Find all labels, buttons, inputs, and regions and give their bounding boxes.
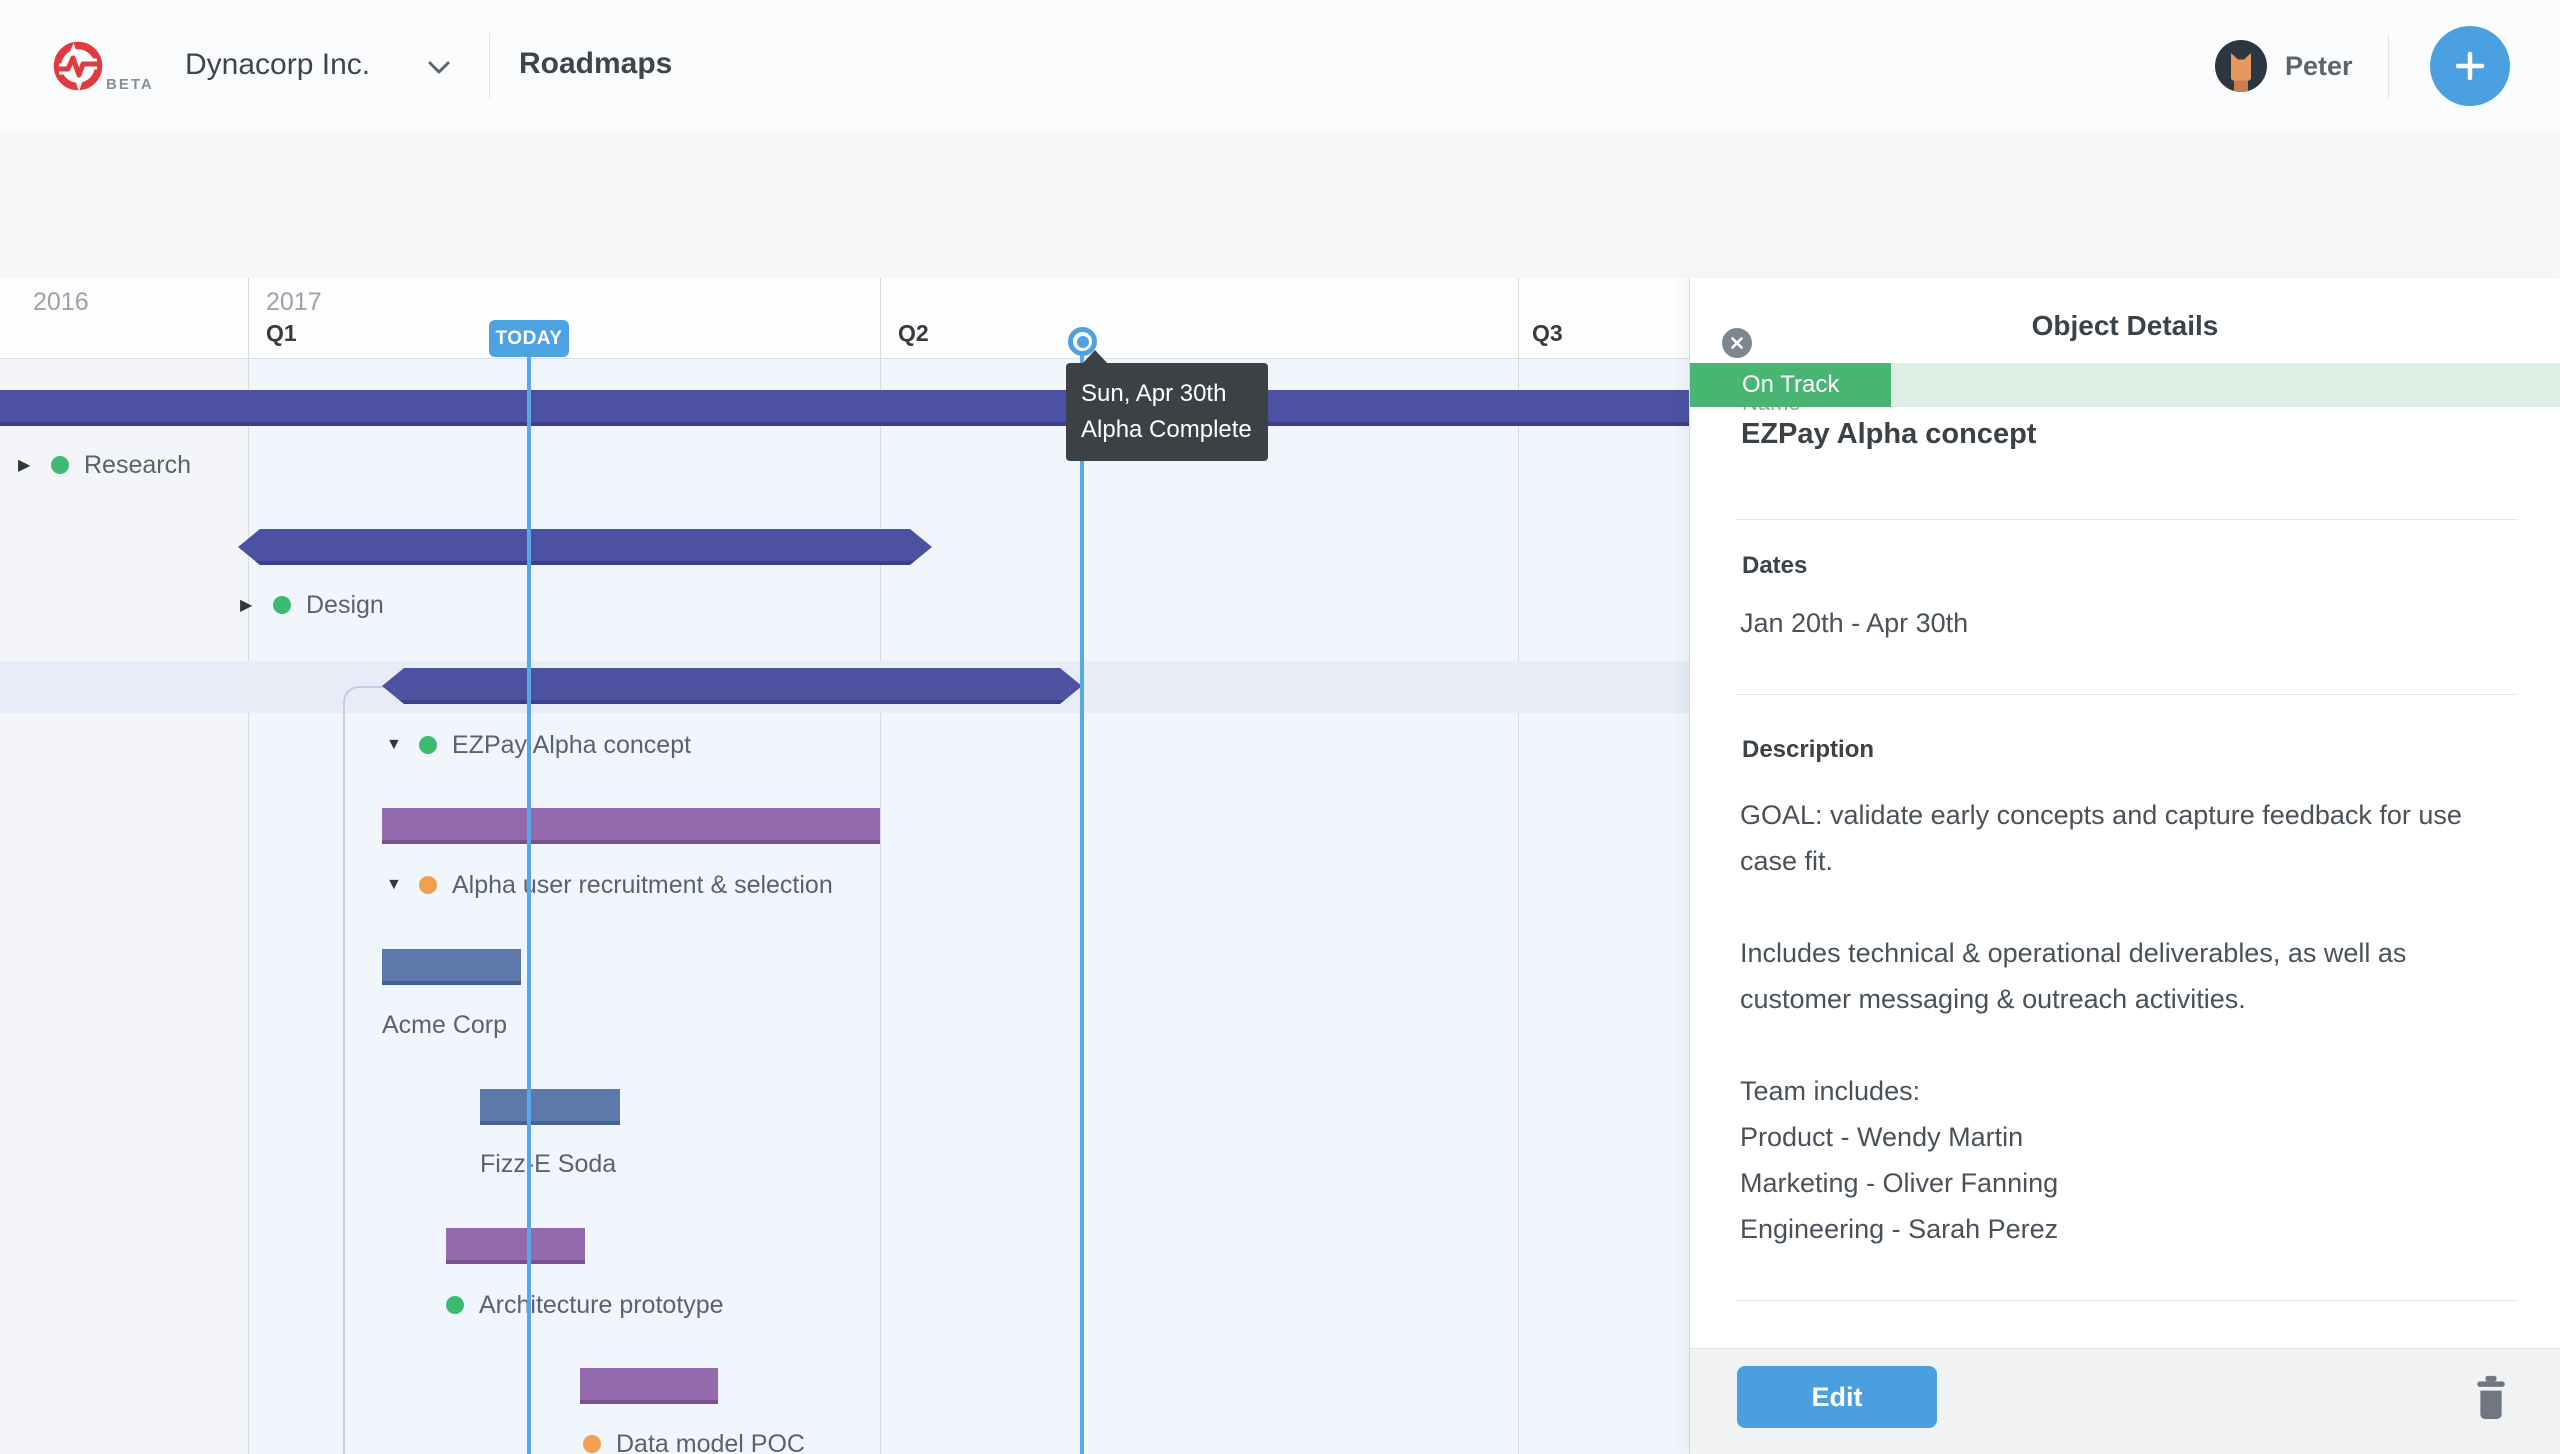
panel-divider [1736, 694, 2518, 695]
gantt-chart: 2016 2017 Q1 Q2 Q3 ▶ Research ▶ Design ▼ [0, 278, 1689, 1454]
row-label-text: EZPay Alpha concept [452, 730, 692, 759]
tree-indent-guide [343, 686, 385, 1454]
gridline-q2 [880, 278, 881, 1454]
row-label-text: Fizz-E Soda [480, 1149, 617, 1178]
team-member: Engineering - Sarah Perez [1740, 1214, 2059, 1244]
milestone-dot-icon [1076, 335, 1089, 348]
status-dot-orange-icon [583, 1435, 601, 1453]
row-label-text: Research [84, 450, 191, 479]
panel-divider [1736, 1300, 2518, 1301]
row-label-text: Alpha user recruitment & selection [452, 870, 833, 899]
team-member: Marketing - Oliver Fanning [1740, 1168, 2059, 1198]
tooltip-date: Sun, Apr 30th [1081, 380, 1227, 407]
status-dot-orange-icon [419, 876, 437, 894]
year-label-2016: 2016 [33, 288, 89, 316]
app-bar: BETA Dynacorp Inc. Roadmaps Peter [0, 0, 2560, 132]
status-dot-green-icon [419, 736, 437, 754]
panel-title: Object Details [2031, 310, 2219, 341]
panel-divider [1736, 519, 2518, 520]
gridline-q3 [1518, 278, 1519, 1454]
pre-2017-region [0, 359, 248, 1454]
row-label-architecture-prototype[interactable]: Architecture prototype [446, 1290, 724, 1320]
row-label-text: Architecture prototype [479, 1290, 724, 1319]
gantt-bar-fizz-e-soda[interactable] [480, 1089, 620, 1125]
beta-tag: BETA [106, 76, 154, 93]
gantt-bar-design[interactable] [238, 529, 932, 565]
status-badge: On Track [1690, 363, 1891, 407]
header-divider [489, 33, 490, 99]
tooltip-title: Alpha Complete [1081, 416, 1252, 443]
panel-footer: Edit [1690, 1348, 2560, 1454]
app-logo-icon [53, 41, 103, 92]
object-details-panel: Object Details On Track Name EZPay Alpha… [1689, 278, 2560, 1454]
year-label-2017: 2017 [266, 288, 322, 316]
gantt-bar-architecture-prototype[interactable] [446, 1228, 585, 1264]
user-name[interactable]: Peter [2285, 51, 2353, 81]
row-label-text: Acme Corp [382, 1010, 508, 1039]
company-switcher[interactable]: Dynacorp Inc. [185, 48, 371, 81]
row-label-data-model-poc[interactable]: Data model POC [583, 1429, 805, 1454]
today-line [527, 355, 531, 1454]
delete-trash-icon[interactable] [2469, 1373, 2513, 1421]
close-icon [1731, 337, 1743, 349]
row-label-design[interactable]: ▶ Design [240, 590, 384, 620]
status-dot-green-icon [273, 596, 291, 614]
row-label-text: Data model POC [616, 1429, 805, 1454]
row-label-alpha-user-recruitment[interactable]: ▼ Alpha user recruitment & selection [386, 870, 833, 900]
status-dot-green-icon [446, 1296, 464, 1314]
page-title-strip: EZPay App - 2017 Roadmap [0, 131, 2560, 371]
row-label-text: Design [306, 590, 384, 619]
nav-roadmaps[interactable]: Roadmaps [519, 47, 673, 80]
quarter-label-q3: Q3 [1532, 320, 1563, 346]
plus-icon [2455, 51, 2485, 81]
description-goal: GOAL: validate early concepts and captur… [1740, 800, 2462, 876]
description-label: Description [1742, 736, 1875, 763]
dates-value: Jan 20th - Apr 30th [1740, 608, 1969, 638]
row-label-acme-corp[interactable]: Acme Corp [382, 1010, 507, 1040]
gridline-2017 [248, 278, 249, 1454]
expand-triangle-icon[interactable]: ▼ [386, 736, 402, 753]
status-dot-green-icon [51, 456, 69, 474]
add-button[interactable] [2430, 26, 2510, 106]
quarter-label-q2: Q2 [898, 320, 929, 346]
header-divider [2388, 35, 2389, 99]
chevron-down-icon[interactable] [428, 60, 450, 74]
gantt-bar-alpha-user-recruitment[interactable] [382, 808, 880, 844]
close-button[interactable] [1722, 328, 1752, 358]
edit-button[interactable]: Edit [1737, 1366, 1937, 1428]
expand-triangle-icon[interactable]: ▼ [386, 876, 402, 893]
object-name: EZPay Alpha concept [1741, 418, 2037, 450]
row-label-fizz-e-soda[interactable]: Fizz-E Soda [480, 1149, 616, 1179]
timeline-header [0, 278, 1689, 359]
quarter-label-q1: Q1 [266, 320, 297, 346]
collapse-triangle-icon[interactable]: ▶ [18, 457, 31, 474]
dates-label: Dates [1742, 552, 1808, 579]
gantt-bar-data-model-poc[interactable] [580, 1368, 718, 1404]
team-header: Team includes: [1740, 1076, 1921, 1106]
gantt-bar-research[interactable] [0, 390, 1689, 426]
team-member: Product - Wendy Martin [1740, 1122, 2024, 1152]
row-label-ezpay-alpha-concept[interactable]: ▼ EZPay Alpha concept [386, 730, 691, 760]
description-includes: Includes technical & operational deliver… [1740, 938, 2407, 1014]
today-badge: TODAY [489, 320, 569, 357]
collapse-triangle-icon[interactable]: ▶ [240, 597, 253, 614]
milestone-tooltip: Sun, Apr 30th Alpha Complete [1066, 350, 1268, 461]
gantt-bar-acme-corp[interactable] [382, 949, 521, 985]
user-avatar[interactable] [2215, 40, 2267, 92]
gantt-bar-ezpay-alpha-concept[interactable] [382, 668, 1082, 704]
milestone-line [1080, 350, 1084, 1454]
row-label-research[interactable]: ▶ Research [18, 450, 191, 480]
description-text: GOAL: validate early concepts and captur… [1740, 792, 2464, 1252]
